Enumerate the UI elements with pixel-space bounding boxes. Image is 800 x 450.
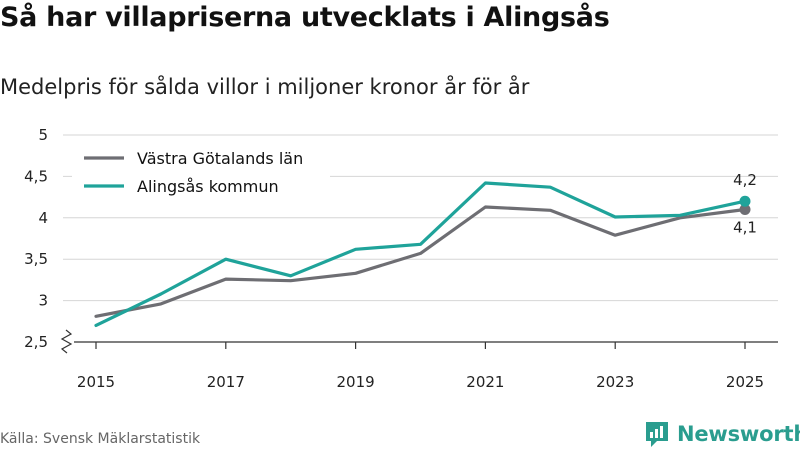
- axis-break-icon: [60, 329, 73, 354]
- brand-logo: Newsworthy: [644, 419, 800, 449]
- x-tick-label: 2017: [207, 373, 245, 391]
- brand-name: Newsworthy: [677, 422, 800, 446]
- series-line-vastra-gotaland: [94, 205, 747, 318]
- y-tick-label: 4: [38, 209, 48, 227]
- end-value-label: 4,1: [733, 219, 757, 237]
- end-value-label: 4,2: [733, 171, 757, 189]
- legend-label: Alingsås kommun: [137, 177, 279, 196]
- x-tick-label: 2023: [596, 373, 634, 391]
- y-tick-label: 5: [38, 126, 48, 144]
- y-tick-label: 3,5: [24, 250, 48, 268]
- series-line-alingsas: [94, 181, 747, 327]
- x-tick-label: 2015: [77, 373, 115, 391]
- x-tick-label: 2025: [726, 373, 764, 391]
- newsworthy-logo-icon: [646, 422, 668, 447]
- end-point-alingsas: [739, 195, 751, 207]
- legend-box: [72, 143, 330, 197]
- x-tick-label: 2019: [337, 373, 375, 391]
- legend-label: Västra Götalands län: [137, 149, 303, 168]
- y-tick-label: 3: [38, 292, 48, 310]
- x-tick-label: 2021: [466, 373, 504, 391]
- y-tick-label: 4,5: [24, 167, 48, 185]
- chart-subtitle: Medelpris för sålda villor i miljoner kr…: [0, 75, 530, 99]
- line-chart: 2,5 3 3,5 4 4,5 5 2015 2017 2019 2021 2023 2025 4,1 4…: [24, 126, 778, 391]
- chart-title: Så har villapriserna utvecklats i Alings…: [0, 2, 610, 33]
- end-point-vastra-gotaland: [739, 204, 751, 216]
- source-note: Källa: Svensk Mäklarstatistik: [0, 431, 201, 447]
- y-tick-label: 2,5: [24, 333, 48, 351]
